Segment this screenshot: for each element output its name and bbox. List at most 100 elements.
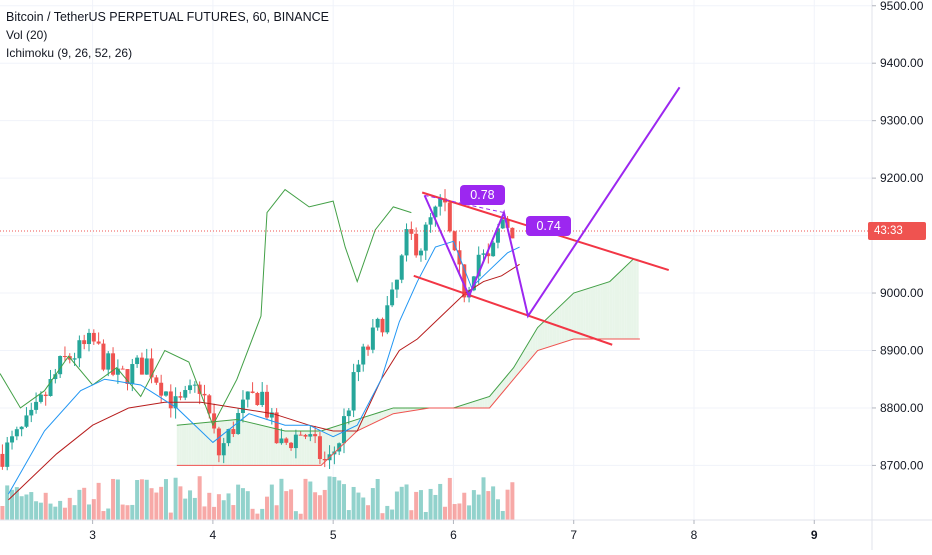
y-tick-label: 8800.00 xyxy=(880,401,924,415)
candle-body xyxy=(265,392,269,418)
volume-bar xyxy=(371,488,375,520)
volume-bar xyxy=(29,492,33,520)
y-tick-label: 9500.00 xyxy=(880,0,924,13)
cloud-segment xyxy=(593,286,595,339)
legend-ichimoku[interactable]: Ichimoku (9, 26, 52, 26) xyxy=(6,44,329,62)
candle-body xyxy=(130,364,134,384)
volume-bar xyxy=(34,501,38,520)
cloud-segment xyxy=(636,259,638,339)
candle-body xyxy=(284,438,288,442)
cloud-segment xyxy=(619,270,621,339)
ichimoku-cloud xyxy=(177,259,639,466)
candle-body xyxy=(260,392,264,405)
candle-body xyxy=(419,251,423,256)
cloud-segment xyxy=(591,287,593,339)
volume-bar xyxy=(294,511,298,520)
cloud-segment xyxy=(179,425,181,466)
volume-bar xyxy=(284,491,288,520)
volume-bar xyxy=(438,484,442,520)
candle-body xyxy=(92,333,96,342)
volume-bar xyxy=(164,479,168,520)
candle-body xyxy=(376,319,380,328)
cloud-segment xyxy=(540,323,542,350)
volume-bar xyxy=(227,493,231,520)
volume-bar xyxy=(44,493,48,520)
cloud-segment xyxy=(566,298,568,342)
cloud-segment xyxy=(571,293,573,340)
candle-body xyxy=(400,255,404,279)
volume-bar xyxy=(202,506,206,520)
volume-bar xyxy=(390,510,394,520)
candle-body xyxy=(77,340,81,358)
volume-bar xyxy=(356,493,360,520)
cloud-segment xyxy=(254,423,256,465)
volume-bar xyxy=(5,485,9,520)
volume-bar xyxy=(501,511,505,520)
y-tick-label: 9400.00 xyxy=(880,56,924,70)
candle-body xyxy=(424,225,428,251)
cloud-segment xyxy=(242,421,244,466)
volume-bar xyxy=(101,511,105,520)
cloud-segment xyxy=(487,396,489,407)
cloud-segment xyxy=(201,423,203,466)
candle-body xyxy=(82,340,86,344)
cloud-segment xyxy=(261,425,263,465)
volume-bar xyxy=(212,507,216,520)
senkou_a-line xyxy=(177,259,634,431)
volume-bar xyxy=(361,498,365,520)
volume-bar xyxy=(265,497,269,520)
ratio-label-1[interactable]: 0.78 xyxy=(460,185,504,205)
volume-bar xyxy=(328,476,332,520)
volume-bar xyxy=(433,495,437,520)
volume-bar xyxy=(323,490,327,520)
volume-bar xyxy=(178,486,182,520)
candle-body xyxy=(510,228,514,239)
volume-bar xyxy=(246,491,250,520)
volume-bar xyxy=(275,505,279,520)
volume-bar xyxy=(279,479,283,520)
candle-body xyxy=(255,393,259,405)
volume-bar xyxy=(150,488,154,520)
candle-body xyxy=(241,400,245,413)
volume-bar xyxy=(10,490,14,520)
candle-body xyxy=(304,435,308,437)
volume-bar xyxy=(405,484,409,520)
cloud-segment xyxy=(268,427,270,465)
legend-title[interactable]: Bitcoin / TetherUS PERPETUAL FUTURES, 60… xyxy=(6,8,329,26)
grid xyxy=(0,0,872,520)
volume-bar xyxy=(174,478,178,520)
cloud-segment xyxy=(617,272,619,339)
volume-bar xyxy=(419,490,423,520)
cloud-segment xyxy=(598,285,600,339)
chart-legend: Bitcoin / TetherUS PERPETUAL FUTURES, 60… xyxy=(6,8,329,62)
cloud-segment xyxy=(259,425,261,466)
candle-body xyxy=(29,410,33,416)
volume-bar xyxy=(472,490,476,520)
candle-body xyxy=(183,390,187,398)
cloud-segment xyxy=(482,398,484,408)
volume-bar xyxy=(53,507,57,520)
ratio-label-2[interactable]: 0.74 xyxy=(526,216,570,236)
cloud-segment xyxy=(562,302,564,343)
candle-body xyxy=(5,442,9,466)
volume-bar xyxy=(87,504,91,520)
cloud-segment xyxy=(603,283,605,339)
candle-body xyxy=(0,454,4,467)
cloud-segment xyxy=(624,265,626,339)
volume-bar xyxy=(207,493,211,520)
candle-body xyxy=(188,385,192,390)
volume-bar xyxy=(82,488,86,520)
cloud-segment xyxy=(189,424,191,466)
legend-volume[interactable]: Vol (20) xyxy=(6,26,329,44)
candle-body xyxy=(222,443,226,455)
volume-bar xyxy=(140,479,144,520)
volume-bar xyxy=(241,488,245,520)
volume-bar xyxy=(299,514,303,520)
candle-body xyxy=(414,234,418,256)
cloud-segment xyxy=(196,423,198,465)
cloud-segment xyxy=(244,421,246,465)
candle-body xyxy=(246,391,250,399)
candle-body xyxy=(39,395,43,402)
